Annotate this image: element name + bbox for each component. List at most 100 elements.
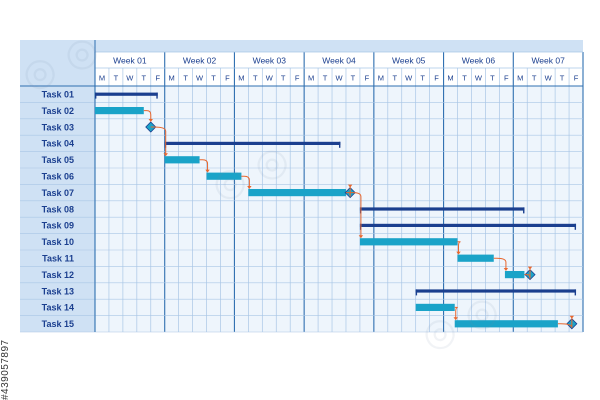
task-bar: [454, 320, 558, 328]
summary-bar-start-cap: [415, 289, 418, 296]
task-label: Task 04: [42, 139, 74, 149]
dependency-arrow: [241, 175, 250, 187]
day-label: W: [335, 74, 343, 83]
day-label: T: [490, 74, 495, 83]
dependency-arrowhead: [453, 317, 458, 321]
day-label: F: [504, 74, 509, 83]
dependency-arrow: [493, 257, 507, 269]
week-label: Week 04: [322, 56, 356, 66]
task-bars: [95, 92, 578, 330]
task-bar: [248, 189, 346, 197]
task-label: Task 15: [42, 319, 74, 329]
day-label: M: [238, 74, 244, 83]
day-label: F: [434, 74, 439, 83]
day-label: T: [560, 74, 565, 83]
week-label: Week 03: [253, 56, 287, 66]
task-label: Task 11: [42, 254, 74, 264]
dependency-arrowhead: [456, 251, 461, 255]
task-label: Task 02: [42, 106, 74, 116]
day-label: W: [405, 74, 413, 83]
stock-id-text: #439057897: [0, 339, 11, 400]
task-bar: [95, 107, 144, 115]
task-label: Task 03: [42, 122, 74, 132]
day-label: M: [99, 74, 105, 83]
dependency-arrowhead: [569, 315, 575, 319]
day-label: W: [475, 74, 483, 83]
day-label: T: [351, 74, 356, 83]
dependency-arrowhead: [148, 119, 153, 122]
header-cells-background: [95, 52, 583, 86]
milestone-diamond: [145, 121, 157, 133]
day-label: F: [225, 74, 230, 83]
dependency-arrow: [350, 192, 362, 237]
summary-bar: [415, 289, 577, 293]
day-label: M: [517, 74, 523, 83]
summary-bar-end-cap: [338, 141, 341, 148]
dependency-arrow: [150, 126, 167, 155]
day-label: T: [462, 74, 467, 83]
summary-bar: [359, 207, 525, 211]
dependency-arrowhead: [205, 169, 210, 173]
summary-bar-end-cap: [574, 223, 577, 230]
day-label: T: [532, 74, 537, 83]
day-label: F: [574, 74, 579, 83]
day-label: T: [183, 74, 188, 83]
dependency-arrowhead: [247, 186, 252, 189]
task-label: Task 13: [42, 286, 74, 296]
summary-bar-end-cap: [156, 92, 158, 99]
day-label: F: [155, 74, 160, 83]
task-bar: [206, 172, 242, 180]
summary-bar: [359, 223, 577, 227]
task-label: Task 05: [42, 155, 74, 165]
day-label: W: [545, 74, 553, 83]
summary-bar: [95, 92, 158, 96]
day-label: T: [323, 74, 328, 83]
day-label: T: [114, 74, 119, 83]
dependency-arrow: [199, 159, 209, 171]
summary-bar-end-cap: [523, 207, 525, 214]
day-label: M: [169, 74, 175, 83]
summary-bar: [164, 141, 341, 145]
day-label: T: [281, 74, 286, 83]
day-label: F: [295, 74, 300, 83]
task-label: Task 09: [42, 221, 74, 231]
dependency-arrowhead: [163, 153, 168, 157]
week-label: Week 05: [392, 56, 426, 66]
summary-bar-start-cap: [95, 92, 97, 99]
label-column-background: [20, 86, 95, 332]
day-label: T: [420, 74, 425, 83]
dependency-arrow: [524, 267, 531, 279]
dependency-arrow: [143, 110, 152, 120]
dependency-arrowhead: [503, 268, 509, 271]
week-label: Week 01: [113, 56, 147, 66]
task-label: Task 06: [42, 172, 74, 182]
week-label: Week 06: [462, 56, 496, 66]
dependency-arrowhead: [358, 235, 364, 239]
week-label: Week 07: [531, 56, 565, 66]
day-label: T: [253, 74, 258, 83]
timeline-header: Week 01 Week 02 Week 03 Week 04 Week 05 Week …: [99, 56, 579, 83]
task-label: Task 14: [42, 303, 74, 313]
day-label: M: [447, 74, 453, 83]
day-label: W: [196, 74, 204, 83]
chart-background: [20, 40, 583, 332]
task-label: Task 01: [42, 90, 74, 100]
day-label: T: [142, 74, 147, 83]
dependency-arrowhead: [347, 184, 353, 188]
dependency-arrow: [457, 241, 461, 253]
task-label: Task 10: [42, 237, 74, 247]
day-label: W: [266, 74, 274, 83]
dependency-arrowhead: [527, 266, 533, 270]
task-bar: [359, 238, 458, 246]
timeline-grid: [20, 40, 584, 333]
task-bar: [415, 303, 455, 311]
task-bar: [164, 156, 200, 164]
task-label: Task 08: [42, 204, 74, 214]
task-label: Task 12: [42, 270, 74, 280]
day-label: M: [308, 74, 314, 83]
task-label: Task 07: [42, 188, 74, 198]
dependency-arrows: [143, 110, 575, 328]
day-label: T: [211, 74, 216, 83]
day-label: T: [392, 74, 397, 83]
